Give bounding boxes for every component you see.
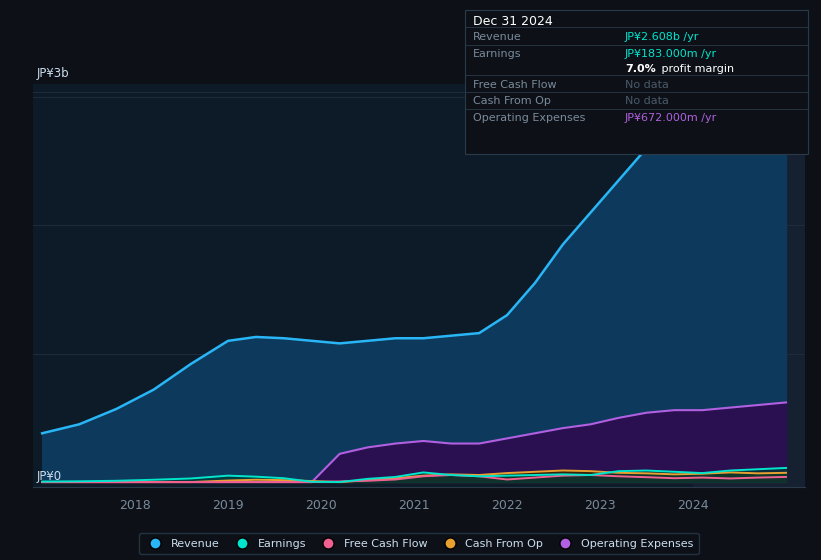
Text: JP¥672.000m /yr: JP¥672.000m /yr bbox=[625, 113, 717, 123]
Text: JP¥2.608b /yr: JP¥2.608b /yr bbox=[625, 32, 699, 43]
Text: JP¥183.000m /yr: JP¥183.000m /yr bbox=[625, 49, 717, 59]
Text: profit margin: profit margin bbox=[658, 64, 734, 74]
Text: JP¥0: JP¥0 bbox=[37, 470, 62, 483]
Text: 7.0%: 7.0% bbox=[625, 64, 655, 74]
Legend: Revenue, Earnings, Free Cash Flow, Cash From Op, Operating Expenses: Revenue, Earnings, Free Cash Flow, Cash … bbox=[139, 533, 699, 554]
Text: No data: No data bbox=[625, 96, 668, 106]
Text: JP¥3b: JP¥3b bbox=[37, 67, 69, 80]
Text: Dec 31 2024: Dec 31 2024 bbox=[473, 15, 553, 28]
Text: Operating Expenses: Operating Expenses bbox=[473, 113, 585, 123]
Text: Earnings: Earnings bbox=[473, 49, 521, 59]
Text: Cash From Op: Cash From Op bbox=[473, 96, 551, 106]
Bar bbox=[693, 84, 805, 487]
Text: Revenue: Revenue bbox=[473, 32, 521, 43]
Text: No data: No data bbox=[625, 80, 668, 90]
Text: Free Cash Flow: Free Cash Flow bbox=[473, 80, 557, 90]
